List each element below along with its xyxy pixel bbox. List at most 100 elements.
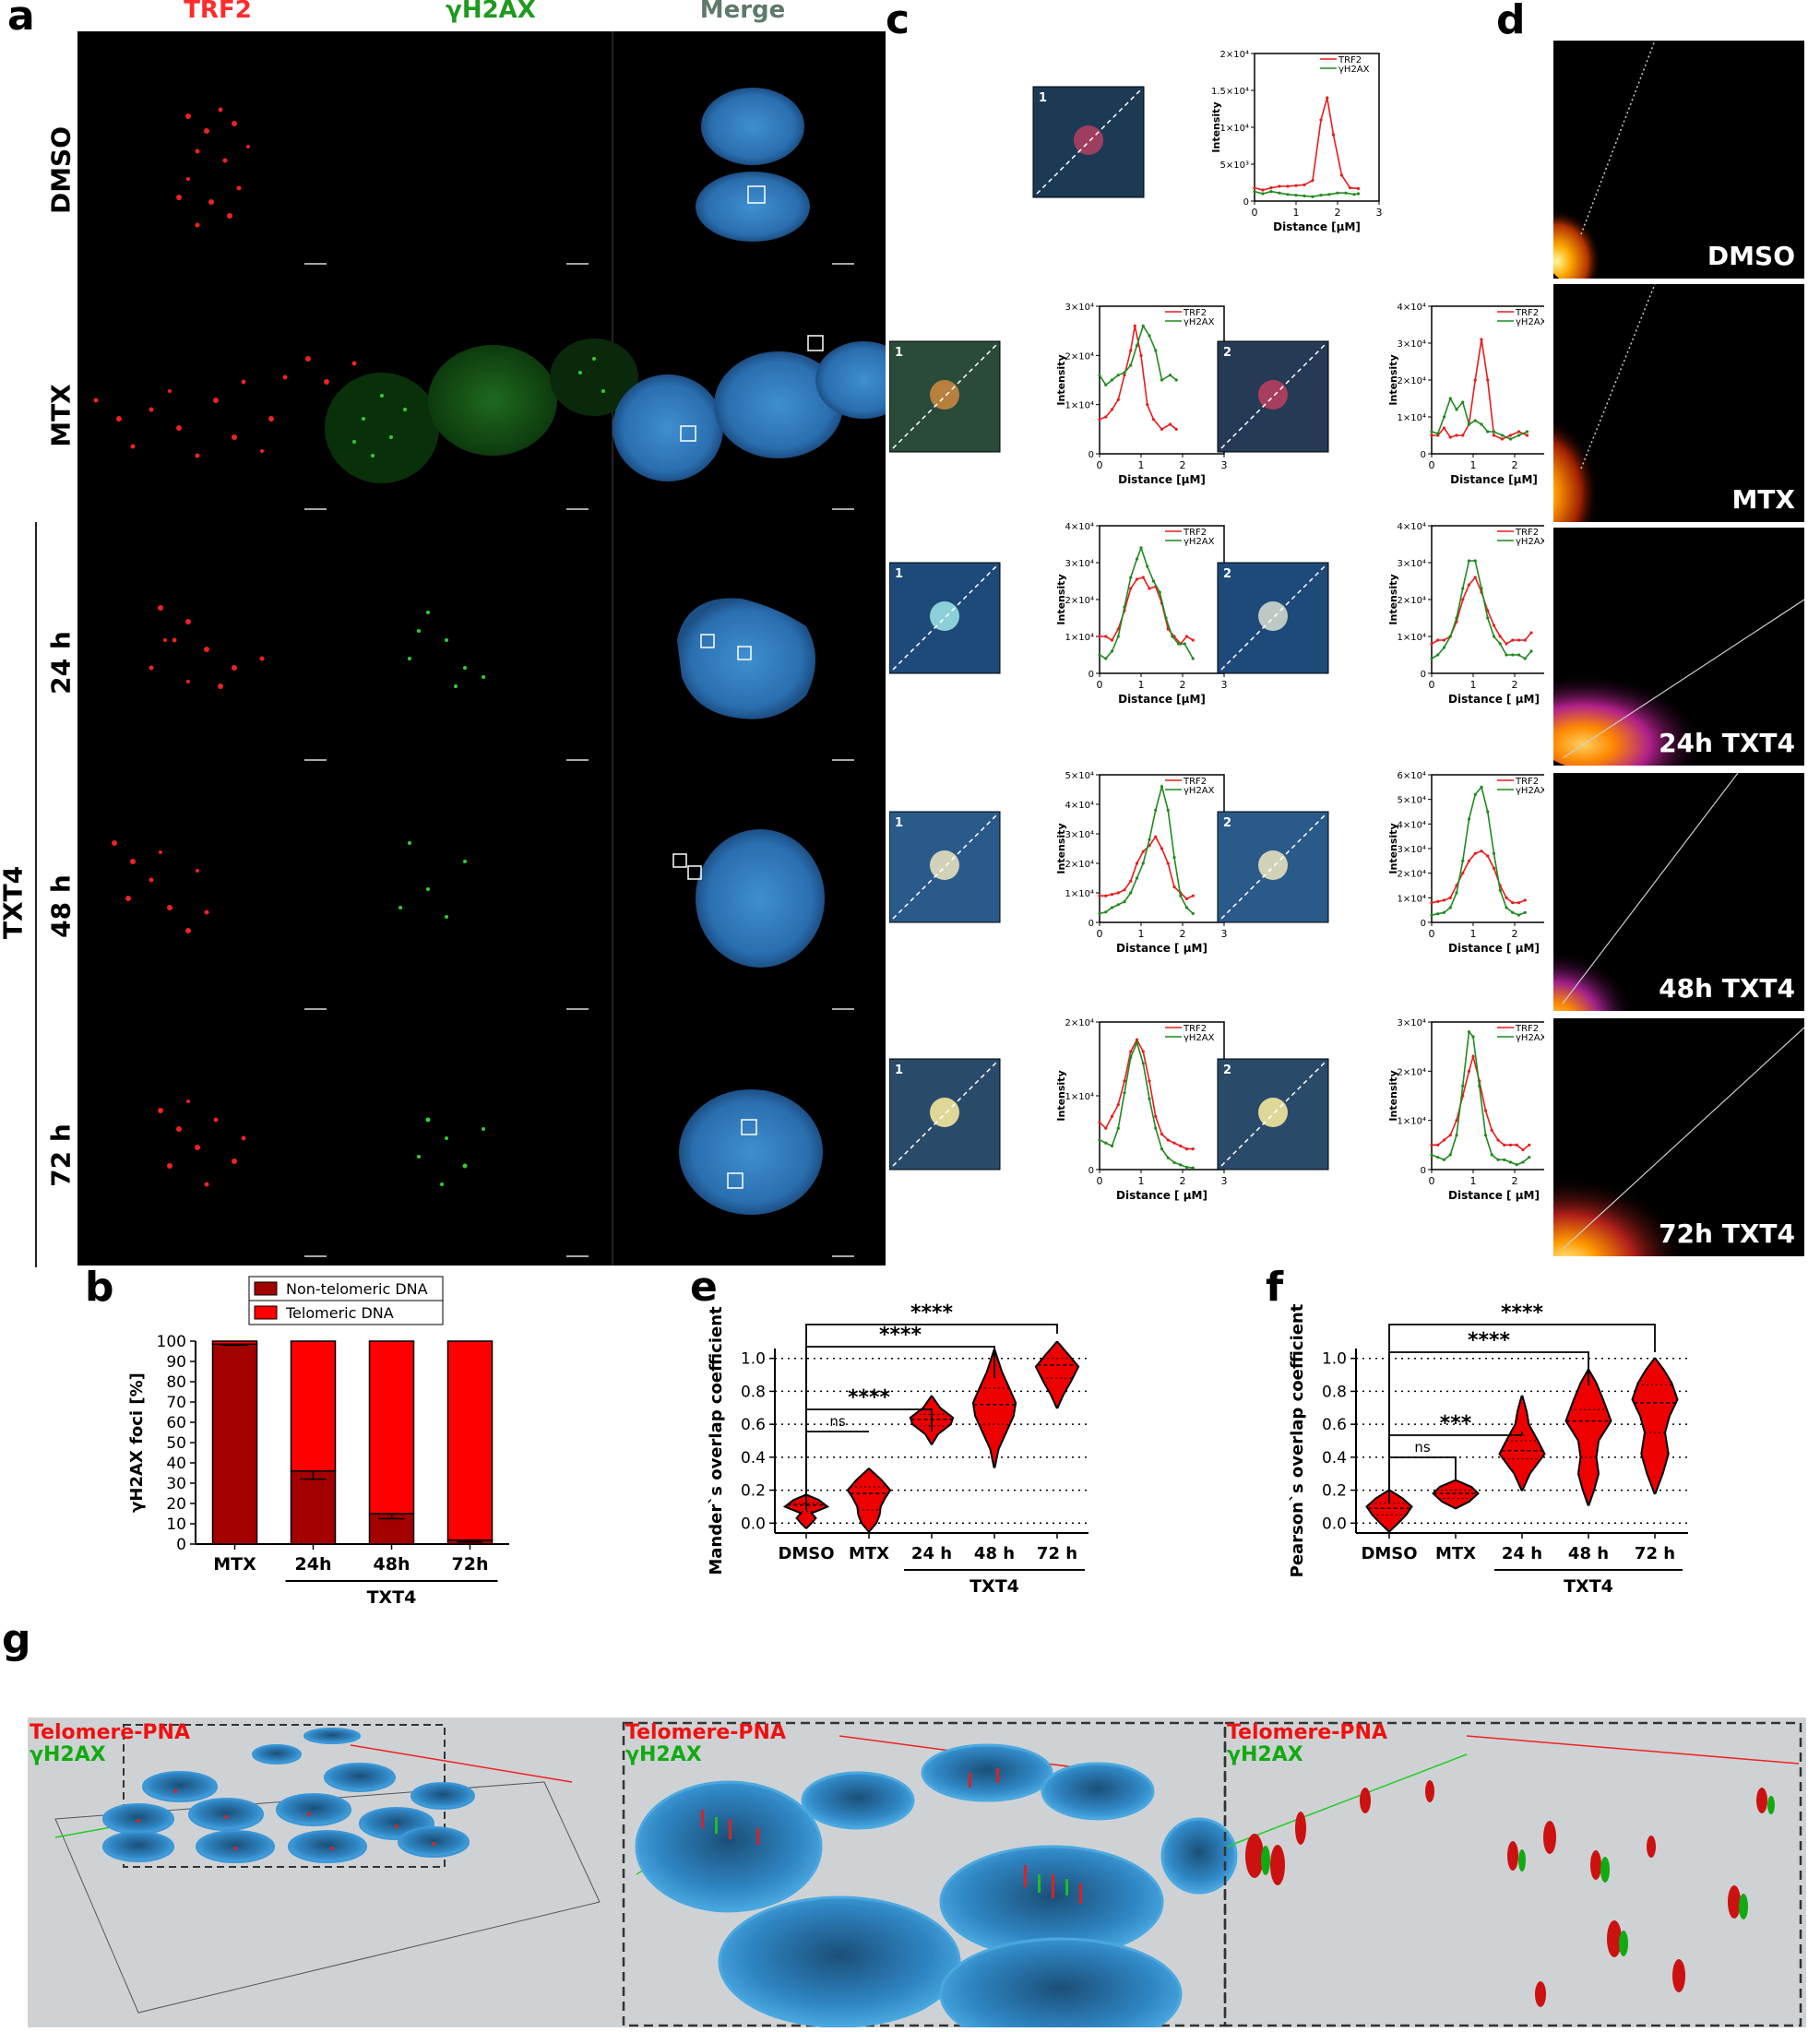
- profile-thumbnail: 1: [888, 1058, 1001, 1170]
- y-tick-label: 4×10⁴: [1398, 820, 1426, 830]
- x-axis-label: Distance [ μM]: [1448, 942, 1540, 955]
- trf2-point: [1525, 434, 1529, 437]
- x-tick-label: 2: [1335, 207, 1341, 219]
- y-axis-label: Intensity: [1387, 823, 1399, 873]
- thumbnail-number: 1: [895, 1064, 903, 1077]
- trf2-point: [1191, 894, 1195, 897]
- gh2ax-point: [1344, 191, 1348, 195]
- y-tick-label: 2×10⁴: [1065, 596, 1094, 606]
- trf2-line: [1431, 850, 1526, 904]
- trf2-point: [1515, 1143, 1518, 1147]
- gh2ax-point: [1141, 1062, 1145, 1065]
- scatter-label-48h: 48h TXT4: [1659, 973, 1795, 1004]
- y-tick-label: 1×10⁴: [1065, 633, 1094, 643]
- gh2ax-point: [1116, 903, 1120, 907]
- gh2ax-point: [1521, 1160, 1525, 1164]
- gh2ax-point: [1253, 190, 1256, 194]
- significance-label: ****: [879, 1324, 922, 1347]
- trf2-point: [1448, 1134, 1452, 1137]
- gh2ax-point: [1129, 891, 1133, 895]
- gh2ax-point: [1436, 653, 1440, 657]
- gh2ax-point: [1110, 906, 1114, 909]
- g-label-red-1: Telomere-PNA: [30, 1721, 190, 1744]
- trf2-point: [1116, 398, 1120, 401]
- gh2ax-point: [1098, 653, 1101, 657]
- panel-g-3d: Telomere-PNA γH2AX Telomere-PNA γH2AX Te…: [28, 1717, 1806, 2032]
- trf2-point: [1505, 896, 1508, 899]
- trf2-point: [1319, 118, 1323, 122]
- gh2ax-point: [1154, 1126, 1158, 1130]
- gh2ax-point: [1492, 851, 1496, 855]
- significance-bracket: [805, 1324, 1058, 1505]
- thumbnail-number: 2: [1223, 567, 1231, 581]
- gh2ax-point: [1473, 792, 1477, 796]
- trf2-point: [1098, 894, 1101, 897]
- trf2-point: [1116, 1103, 1120, 1107]
- gh2ax-point: [1123, 371, 1126, 374]
- profile-thumbnail: 2: [1217, 562, 1329, 674]
- y-tick-label: 2×10⁴: [1398, 1067, 1426, 1077]
- trf2-point: [1123, 1079, 1126, 1083]
- y-tick-label: 2×10⁴: [1065, 1018, 1094, 1028]
- trf2-point: [1490, 1128, 1493, 1132]
- profile-thumbnail: 1: [888, 811, 1001, 923]
- y-tick-label: 1.0: [741, 1350, 766, 1369]
- gh2ax-point: [1508, 437, 1513, 441]
- gh2ax-point: [1467, 1030, 1471, 1034]
- gh2ax-point: [1473, 559, 1477, 563]
- x-axis-label: Distance [μM]: [1450, 473, 1538, 486]
- mtx-row: [93, 335, 911, 510]
- x-tick-label: DMSO: [1361, 1544, 1417, 1563]
- x-tick-label: 2: [1512, 459, 1518, 471]
- y-axis-label: Intensity: [1055, 1070, 1067, 1121]
- gh2ax-point: [1515, 1163, 1518, 1167]
- gh2ax-point: [1467, 817, 1471, 821]
- trf2-point: [1508, 434, 1513, 437]
- y-tick-label: 4×10⁴: [1398, 522, 1426, 532]
- gh2ax-point: [1129, 363, 1133, 367]
- trf2-line: [1100, 576, 1194, 646]
- gh2ax-point: [1486, 616, 1490, 620]
- trf2-point: [1166, 1138, 1170, 1142]
- gh2ax-point: [1490, 1153, 1493, 1157]
- gh2ax-point: [1480, 785, 1483, 789]
- violin: [846, 1468, 892, 1533]
- gh2ax-point: [1164, 616, 1168, 620]
- group-label-txt4: TXT4: [0, 865, 29, 940]
- trf2-point: [1483, 1109, 1488, 1112]
- legend-label: TRF2: [1515, 308, 1539, 318]
- trf2-point: [1492, 866, 1496, 870]
- profile-plot: 0 1×10⁴ 2×10⁴ 3×10⁴ 0 1 2 3 Distance [μM] Intensi…: [1055, 303, 1228, 486]
- legend-label: TRF2: [1515, 1024, 1539, 1034]
- gh2ax-point: [1478, 1084, 1481, 1087]
- trf2-point: [1461, 872, 1465, 875]
- gh2ax-point: [1160, 785, 1164, 789]
- trf2-point: [1448, 435, 1452, 439]
- gh2ax-point: [1123, 1091, 1126, 1095]
- gh2ax-point: [1172, 856, 1176, 860]
- trf2-point: [1486, 378, 1490, 382]
- trf2-point: [1480, 338, 1483, 341]
- y-tick-label: 6×10⁴: [1398, 771, 1426, 781]
- trf2-point: [1146, 403, 1149, 407]
- gh2ax-line: [1099, 1040, 1194, 1169]
- trf2-point: [1141, 1050, 1145, 1053]
- y-tick-label: 80: [166, 1373, 186, 1392]
- trf2-point: [1110, 638, 1114, 642]
- gh2ax-point: [1508, 1160, 1513, 1164]
- gh2ax-point: [1148, 838, 1151, 842]
- x-tick-label: MTX: [213, 1554, 256, 1575]
- gh2ax-point: [1129, 1055, 1133, 1059]
- gh2ax-point: [1191, 657, 1195, 660]
- manders-violin-chart: 0.0 0.2 0.4 0.6 0.8 1.0 Mander`s overlap coeff…: [707, 1301, 1088, 1597]
- gh2ax-point: [1517, 653, 1521, 657]
- y-tick-label: 1×10⁴: [1220, 124, 1249, 134]
- group-label: TXT4: [969, 1576, 1019, 1597]
- trf2-point: [1521, 1148, 1525, 1152]
- trf2-point: [1110, 893, 1114, 897]
- trf2-point: [1461, 598, 1465, 601]
- y-tick-label: 5×10⁴: [1065, 771, 1094, 781]
- y-tick-label: 2×10⁴: [1398, 376, 1426, 386]
- y-axis-label: Intensity: [1055, 823, 1067, 873]
